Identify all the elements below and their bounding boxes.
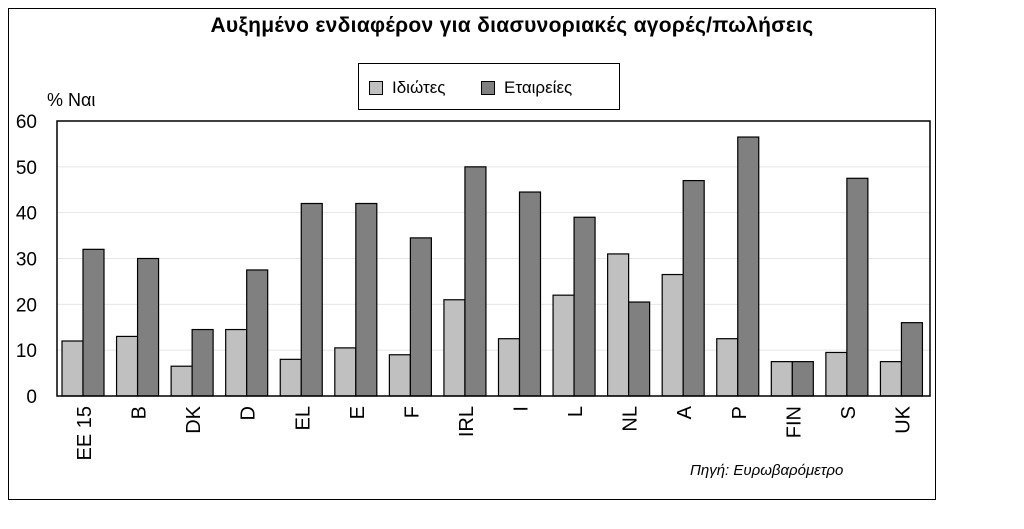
bar — [409, 237, 432, 397]
bar — [170, 365, 193, 397]
bar — [682, 179, 705, 397]
bar — [661, 273, 684, 397]
x-tick-label: EL — [292, 406, 314, 430]
bar — [791, 361, 814, 397]
legend-label-companies: Εταιρείες — [504, 78, 573, 97]
bar — [825, 351, 848, 397]
y-tick-label: 0 — [26, 387, 37, 408]
bar — [628, 301, 651, 397]
bar — [900, 322, 924, 397]
x-tick-label: F — [401, 406, 423, 418]
bar — [464, 166, 487, 397]
y-tick-label: 20 — [16, 295, 37, 316]
chart-legend: Ιδιώτες Εταιρείες — [358, 63, 620, 110]
legend-item-private: Ιδιώτες — [369, 78, 445, 98]
x-tick-label: L — [565, 406, 587, 417]
x-tick-label: UK — [892, 405, 914, 433]
x-tick-label: I — [511, 406, 533, 412]
bar — [552, 294, 575, 397]
bar — [846, 177, 869, 397]
bar — [607, 253, 630, 397]
y-tick-label: 60 — [16, 112, 37, 133]
y-tick-label: 10 — [16, 341, 37, 362]
bar — [225, 328, 248, 397]
y-tick-label: 30 — [16, 250, 37, 271]
legend-swatch-companies — [481, 81, 495, 95]
x-tick-label: DK — [183, 405, 205, 433]
bar — [497, 338, 521, 397]
plot-border — [56, 120, 931, 397]
bar — [115, 335, 139, 397]
bar — [388, 354, 411, 397]
legend-item-companies: Εταιρείες — [481, 78, 572, 98]
chart-title: Αυξημένο ενδιαφέρον για διασυνοριακές αγ… — [210, 14, 814, 37]
bar — [300, 202, 323, 397]
bar — [191, 328, 214, 397]
x-tick-label: B — [129, 406, 151, 419]
source-note: Πηγή: Ευρωβαρόμετρο — [690, 462, 844, 479]
x-tick-label: D — [238, 406, 260, 420]
x-tick-label: S — [838, 406, 860, 419]
bar — [737, 136, 760, 397]
x-tick-label: E — [347, 406, 369, 419]
y-tick-label: 50 — [16, 158, 37, 179]
bar — [716, 338, 739, 397]
bar — [355, 202, 378, 397]
bar — [770, 361, 793, 397]
x-tick-label: EE 15 — [74, 406, 96, 460]
x-tick-label: NL — [620, 406, 642, 432]
bar — [334, 347, 357, 397]
x-tick-label: FIN — [783, 406, 805, 438]
legend-label-private: Ιδιώτες — [392, 78, 446, 97]
y-tick-label: 40 — [16, 204, 37, 225]
legend-swatch-private — [369, 81, 383, 95]
bar — [573, 216, 596, 397]
x-tick-label: A — [674, 405, 696, 419]
y-axis-label: % Ναι — [47, 90, 96, 110]
bar — [61, 340, 84, 397]
bar — [879, 361, 903, 397]
x-tick-label: P — [729, 406, 751, 419]
x-tick-label: IRL — [456, 406, 478, 437]
bar — [82, 248, 105, 397]
bar — [246, 269, 269, 397]
bar — [279, 358, 302, 397]
bar — [443, 299, 466, 397]
bar — [136, 257, 160, 397]
bar — [518, 191, 542, 397]
